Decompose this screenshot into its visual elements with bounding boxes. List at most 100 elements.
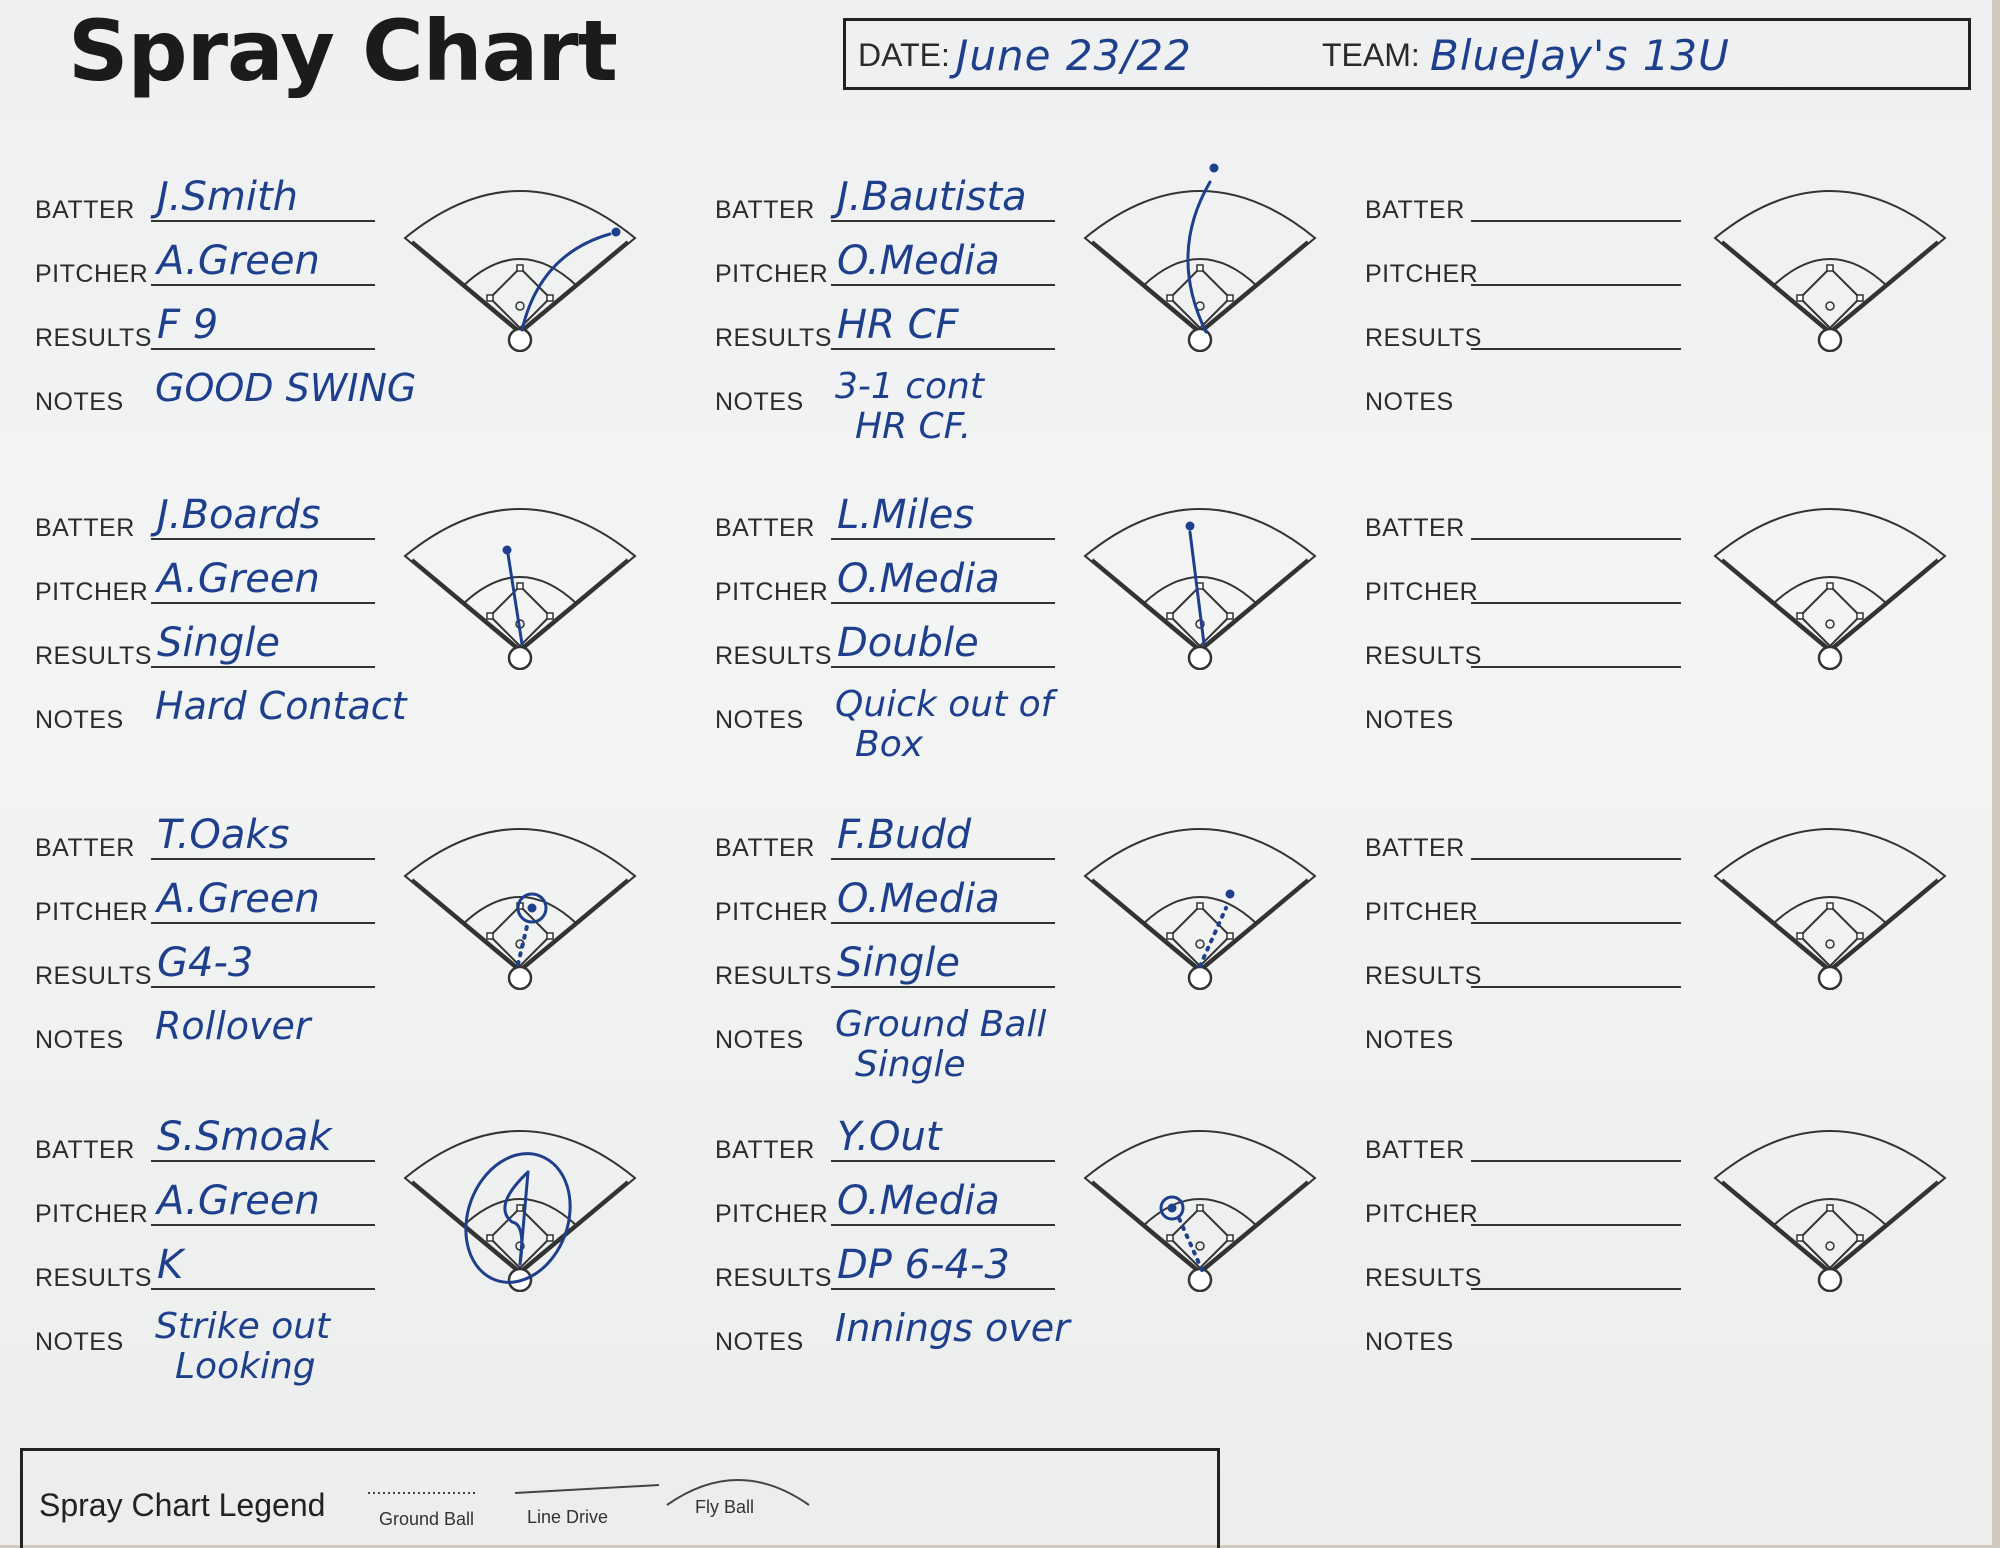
legend-box: Spray Chart Legend Ground Ball Line Driv… <box>20 1448 1220 1548</box>
second-base <box>516 582 524 590</box>
foul-lines <box>410 558 630 652</box>
ground-ball-path <box>1176 1214 1204 1272</box>
third-base <box>1166 612 1174 620</box>
line-drive-symbol <box>514 1484 660 1494</box>
home-plate <box>1187 965 1213 990</box>
results-value: K <box>157 1242 184 1288</box>
results-line <box>151 348 375 350</box>
batter-line <box>831 1160 1055 1162</box>
home-plate <box>507 965 533 990</box>
batter-line <box>1471 538 1681 540</box>
ball-landing-dot <box>527 903 537 913</box>
results-label: RESULTS <box>1365 642 1482 670</box>
home-plate <box>1817 1267 1843 1292</box>
notes-value: Single <box>855 1044 966 1085</box>
results-label: RESULTS <box>35 642 152 670</box>
infield-diamond <box>1798 266 1862 330</box>
batter-value: Y.Out <box>837 1114 942 1160</box>
results-label: RESULTS <box>1365 324 1482 352</box>
first-base <box>1226 1234 1234 1242</box>
notes-label: NOTES <box>1365 706 1454 734</box>
infield-arc <box>462 896 578 925</box>
pitcher-label: PITCHER <box>1365 578 1479 606</box>
home-plate <box>1187 645 1213 670</box>
third-base <box>1796 1234 1804 1242</box>
notes-value: Ground Ball <box>835 1004 1047 1045</box>
batter-label: BATTER <box>35 1136 135 1164</box>
infield-arc <box>1142 576 1258 605</box>
fielder-circle <box>1159 1195 1185 1221</box>
second-base <box>1826 1204 1834 1212</box>
first-base <box>1856 612 1864 620</box>
outfield-fence <box>1713 190 1947 336</box>
infield-diamond <box>488 266 552 330</box>
home-plate <box>1817 645 1843 670</box>
results-label: RESULTS <box>715 324 832 352</box>
batter-label: BATTER <box>715 834 815 862</box>
pitcher-value: O.Media <box>837 238 1000 284</box>
field-diagram <box>1083 1130 1317 1292</box>
batter-line <box>151 220 375 222</box>
results-line <box>831 1288 1055 1290</box>
notes-value: 3-1 cont <box>835 366 984 407</box>
outfield-fence <box>403 1130 637 1276</box>
notes-label: NOTES <box>1365 1026 1454 1054</box>
results-line <box>831 348 1055 350</box>
batter-label: BATTER <box>1365 1136 1465 1164</box>
third-base <box>486 1234 494 1242</box>
pitcher-line <box>1471 1224 1681 1226</box>
legend-title: Spray Chart Legend <box>39 1487 326 1523</box>
pitchers-mound <box>1825 939 1835 949</box>
infield-arc <box>1772 1198 1888 1227</box>
second-base <box>1826 264 1834 272</box>
notes-value: Rollover <box>155 1004 311 1048</box>
foul-lines <box>1090 558 1310 652</box>
home-plate <box>1187 327 1213 352</box>
batter-label: BATTER <box>1365 514 1465 542</box>
pitcher-label: PITCHER <box>715 1200 829 1228</box>
infield-diamond <box>1798 1206 1862 1270</box>
second-base <box>516 1204 524 1212</box>
pitcher-label: PITCHER <box>35 898 149 926</box>
second-base <box>1826 582 1834 590</box>
ball-landing-dot <box>1209 163 1219 173</box>
ball-landing-dot <box>1225 889 1235 899</box>
at-bat-card: BATTER PITCHER RESULTS NOTES <box>1365 488 2000 788</box>
foul-lines <box>1720 240 1940 334</box>
team-label: TEAM: <box>1322 37 1420 73</box>
notes-label: NOTES <box>35 388 124 416</box>
results-line <box>151 1288 375 1290</box>
at-bat-card: BATTER PITCHER RESULTS NOTES <box>1365 1110 2000 1410</box>
pitchers-mound <box>1195 939 1205 949</box>
batter-line <box>831 538 1055 540</box>
field-diagram <box>1713 508 1947 670</box>
pitcher-value: O.Media <box>837 876 1000 922</box>
results-line <box>831 986 1055 988</box>
team-value: BlueJay's 13U <box>1430 31 1730 80</box>
outfield-fence <box>403 508 637 654</box>
foul-lines <box>410 240 630 334</box>
batter-line <box>151 1160 375 1162</box>
infield-diamond <box>1798 584 1862 648</box>
infield-arc <box>462 1198 578 1227</box>
field-diagram <box>403 508 637 670</box>
second-base <box>1196 902 1204 910</box>
pitchers-mound <box>1825 619 1835 629</box>
field-diagram <box>403 828 637 990</box>
batter-value: S.Smoak <box>157 1114 332 1160</box>
infield-arc <box>1142 1198 1258 1227</box>
home-plate <box>1817 327 1843 352</box>
notes-label: NOTES <box>1365 388 1454 416</box>
ground-ball-path <box>1198 906 1228 968</box>
notes-label: NOTES <box>715 1328 804 1356</box>
page-title: Spray Chart <box>68 2 618 100</box>
notes-value: Box <box>855 724 924 765</box>
results-label: RESULTS <box>1365 962 1482 990</box>
strikeout-k <box>503 1170 530 1266</box>
outfield-fence <box>1713 508 1947 654</box>
second-base <box>1196 1204 1204 1212</box>
notes-label: NOTES <box>715 388 804 416</box>
infield-diamond <box>1798 904 1862 968</box>
ground-ball-symbol <box>368 1492 478 1494</box>
results-label: RESULTS <box>35 962 152 990</box>
